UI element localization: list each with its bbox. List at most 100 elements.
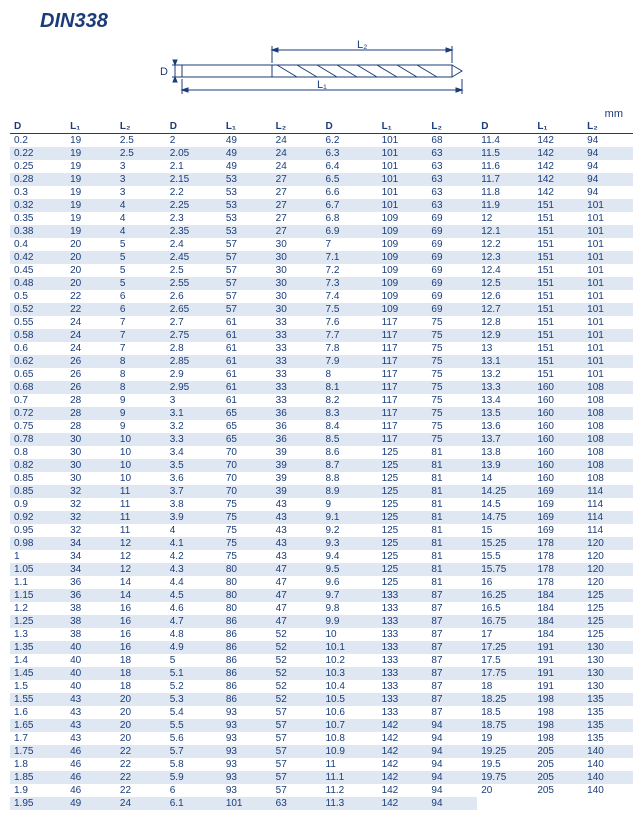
table-row: 7.911775: [322, 355, 478, 368]
cell: 61: [222, 381, 272, 394]
table-row: 9.312581: [322, 537, 478, 550]
cell: 36: [272, 420, 322, 433]
table-row: 13.3160108: [477, 381, 633, 394]
cell: 114: [583, 485, 633, 498]
cell: 117: [378, 433, 428, 446]
cell: 11.2: [322, 784, 378, 797]
cell: 2.35: [166, 225, 222, 238]
cell: 178: [533, 576, 583, 589]
table-row: 0.83010: [10, 446, 166, 459]
cell: 1: [10, 550, 66, 563]
cell: 10.8: [322, 732, 378, 745]
cell: 33: [272, 355, 322, 368]
cell: 2.45: [166, 251, 222, 264]
cell: 10.9: [322, 745, 378, 758]
cell: 6.4: [322, 160, 378, 173]
cell: 109: [378, 303, 428, 316]
cell: 108: [583, 420, 633, 433]
cell: 2.5: [116, 134, 166, 148]
table-row: 10.113387: [322, 641, 478, 654]
cell: 160: [533, 394, 583, 407]
cell: 14: [477, 472, 533, 485]
table-row: 912581: [322, 498, 478, 511]
cell: 9.9: [322, 615, 378, 628]
cell: 8.2: [322, 394, 378, 407]
cell: 43: [66, 719, 116, 732]
cell: 101: [583, 251, 633, 264]
cell: 11.3: [322, 797, 378, 810]
cell: 57: [272, 771, 322, 784]
cell: 2.7: [166, 316, 222, 329]
cell: 1.85: [10, 771, 66, 784]
table-row: 1.454018: [10, 667, 166, 680]
cell: 6.8: [322, 212, 378, 225]
cell: 0.72: [10, 407, 66, 420]
cell: 108: [583, 433, 633, 446]
cell: 191: [533, 641, 583, 654]
cell: 3.5: [166, 459, 222, 472]
cell: 69: [427, 238, 477, 251]
table-row: 10.513387: [322, 693, 478, 706]
cell: 205: [533, 784, 583, 797]
cell: 125: [378, 537, 428, 550]
col-header-l2: L₂: [272, 120, 322, 134]
table-row: 36133: [166, 394, 322, 407]
cell: 16: [116, 628, 166, 641]
table-row: 0.65268: [10, 368, 166, 381]
cell: 33: [272, 394, 322, 407]
cell: 0.65: [10, 368, 66, 381]
table-row: 13412: [10, 550, 166, 563]
table-row: 7.210969: [322, 264, 478, 277]
table-row: 13.2151101: [477, 368, 633, 381]
cell: 33: [272, 316, 322, 329]
cell: 16: [477, 576, 533, 589]
cell: 11.8: [477, 186, 533, 199]
cell: 9.1: [322, 511, 378, 524]
cell: 1.55: [10, 693, 66, 706]
cell: 1.95: [10, 797, 66, 810]
cell: 169: [533, 485, 583, 498]
table-row: 0.853010: [10, 472, 166, 485]
cell: 24: [272, 147, 322, 160]
cell: 117: [378, 342, 428, 355]
cell: 3.6: [166, 472, 222, 485]
table-row: 1.654320: [10, 719, 166, 732]
cell: 169: [533, 498, 583, 511]
table-row: 10.814294: [322, 732, 478, 745]
cell: 43: [66, 693, 116, 706]
cell: 19: [66, 134, 116, 148]
table-row: 710969: [322, 238, 478, 251]
cell: 86: [222, 641, 272, 654]
cell: 125: [378, 563, 428, 576]
cell: 101: [583, 290, 633, 303]
table-row: 2.856133: [166, 355, 322, 368]
cell: 4.5: [166, 589, 222, 602]
cell: 3.9: [166, 511, 222, 524]
cell: 32: [66, 511, 116, 524]
cell: 142: [533, 173, 583, 186]
cell: 151: [533, 277, 583, 290]
table-row: 1114294: [322, 758, 478, 771]
cell: 117: [378, 368, 428, 381]
cell: 40: [66, 667, 116, 680]
drill-diagram: D L₂ L₁: [152, 38, 492, 98]
cell: 0.55: [10, 316, 66, 329]
table-row: 0.783010: [10, 433, 166, 446]
cell: 9.8: [322, 602, 378, 615]
cell: 2.5: [166, 264, 222, 277]
cell: 33: [272, 329, 322, 342]
table-row: 0.58247: [10, 329, 166, 342]
cell: 151: [533, 251, 583, 264]
table-row: 11.714294: [477, 173, 633, 186]
table-row: 11.614294: [477, 160, 633, 173]
cell: 32: [66, 498, 116, 511]
cell: 30: [66, 472, 116, 485]
table-row: 7.811775: [322, 342, 478, 355]
table-row: 0.93211: [10, 498, 166, 511]
cell: 38: [66, 615, 116, 628]
cell: 0.52: [10, 303, 66, 316]
table-row: 2.55730: [166, 264, 322, 277]
cell: 108: [583, 381, 633, 394]
cell: 135: [583, 732, 633, 745]
cell: 19: [477, 732, 533, 745]
